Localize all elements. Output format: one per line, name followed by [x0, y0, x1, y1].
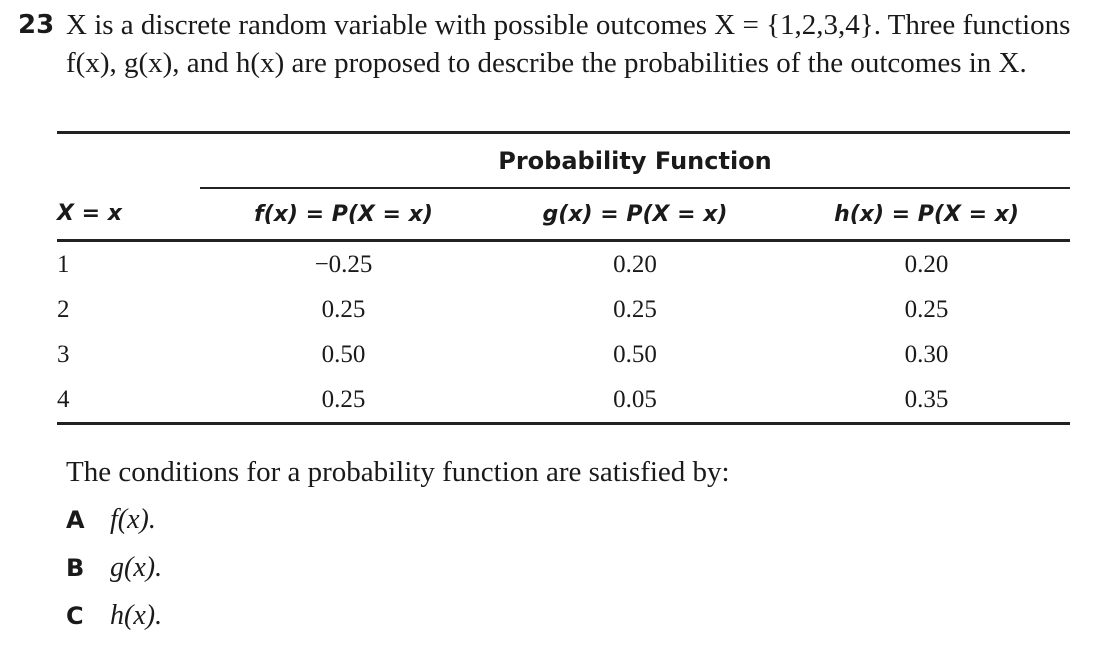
table-cell: 0.30: [904, 340, 949, 368]
column-header: h(x) = P(X = x): [783, 188, 1070, 242]
table-cell: −0.25: [314, 250, 373, 278]
column-header: g(x) = P(X = x): [487, 188, 783, 242]
column-header: X = x: [57, 188, 200, 242]
table-row: 1 −0.25 0.20 0.20: [57, 241, 1070, 288]
table-cell: 0.20: [904, 250, 949, 278]
question-stem: X is a discrete random variable with pos…: [66, 9, 1071, 79]
table-cell: 0.25: [904, 295, 949, 323]
table-cell: 0.20: [613, 250, 657, 278]
option-letter: A: [66, 506, 85, 534]
option-text: g(x).: [110, 552, 163, 583]
table-cell: 2: [57, 295, 70, 323]
option-text: f(x).: [110, 504, 156, 535]
group-header: Probability Function: [200, 132, 1070, 189]
table-cell: 0.25: [321, 295, 366, 323]
header-row: X = x f(x) = P(X = x) g(x) = P(X = x) h(x) …: [57, 188, 1070, 242]
group-row: Probability Function: [57, 132, 1070, 189]
option-letter: C: [66, 602, 84, 630]
probability-table: Probability Function X = x f(x) = P(X = x…: [57, 131, 1070, 425]
column-header: f(x) = P(X = x): [200, 188, 487, 242]
table-cell: 0.25: [200, 377, 487, 425]
table-cell: 0.35: [783, 377, 1070, 425]
spacer: [57, 133, 200, 189]
question-number: 23: [18, 10, 55, 40]
table-cell: 0.25: [613, 295, 657, 323]
table-cell: 0.50: [321, 340, 366, 368]
prompt: The conditions for a probability functio…: [66, 456, 730, 488]
table-cell: 3: [57, 340, 70, 368]
table-row: 3 0.50 0.50 0.30: [57, 332, 1070, 377]
table-cell: 0.50: [613, 340, 657, 368]
table-cell: 4: [57, 377, 200, 425]
option-text: h(x).: [110, 600, 163, 631]
table-row: 2 0.25 0.25 0.25: [57, 287, 1070, 332]
table-row: 4 0.25 0.05 0.35: [57, 377, 1070, 425]
table-cell: 1: [57, 250, 70, 278]
option-letter: B: [66, 554, 85, 582]
table-cell: 0.05: [487, 377, 783, 425]
